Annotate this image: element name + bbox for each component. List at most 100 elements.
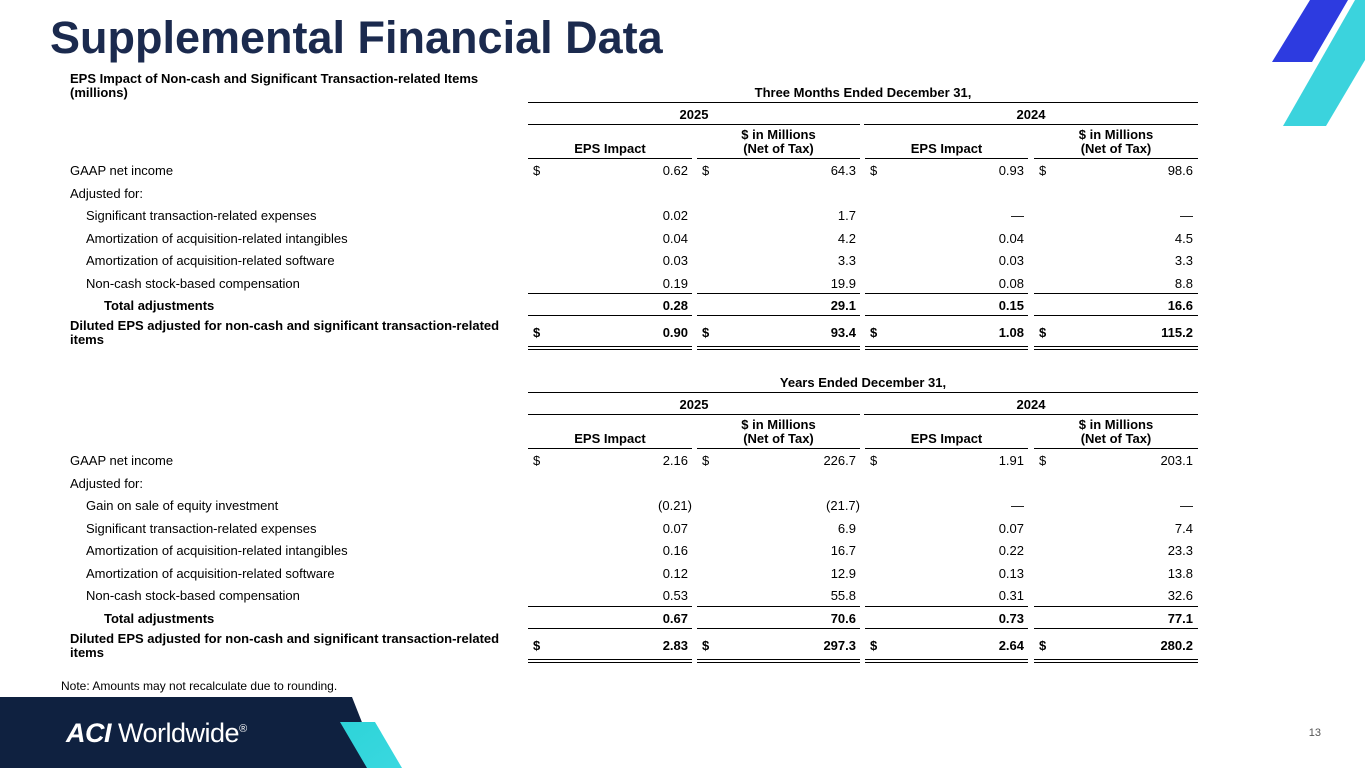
rule bbox=[865, 659, 1028, 660]
cell-value: 115.2 bbox=[1161, 325, 1193, 340]
rule bbox=[528, 124, 860, 125]
cell-value: 0.28 bbox=[662, 298, 688, 313]
cyan-stripe bbox=[1283, 0, 1365, 126]
rule bbox=[865, 606, 1028, 607]
row-label: Amortization of acquisition-related soft… bbox=[86, 253, 335, 268]
rule bbox=[528, 158, 692, 159]
rule bbox=[864, 124, 1198, 125]
logo-registered: ® bbox=[239, 723, 247, 735]
rule bbox=[1034, 315, 1198, 316]
row-label: Non-cash stock-based compensation bbox=[86, 275, 300, 291]
rule bbox=[1034, 158, 1198, 159]
cell-value: 4.2 bbox=[837, 230, 856, 246]
page-number: 13 bbox=[1308, 727, 1321, 739]
column-header: EPS Impact bbox=[574, 431, 646, 446]
cell-value: 0.67 bbox=[662, 610, 688, 626]
rule bbox=[865, 349, 1028, 350]
cell-value: 55.8 bbox=[830, 588, 856, 603]
currency: $ bbox=[1039, 163, 1047, 178]
rule bbox=[528, 448, 692, 449]
currency: $ bbox=[533, 163, 541, 178]
rule bbox=[528, 349, 692, 350]
rule bbox=[865, 662, 1028, 663]
cell-value: 0.04 bbox=[662, 230, 688, 246]
logo-name: Worldwide bbox=[118, 718, 240, 748]
rule bbox=[1034, 346, 1198, 347]
blue-stripe bbox=[1272, 0, 1348, 62]
row-label: Amortization of acquisition-related soft… bbox=[86, 565, 335, 581]
cell-value: 32.6 bbox=[1167, 588, 1193, 603]
year-header: 2024 bbox=[1016, 397, 1046, 412]
cell-value: 13.8 bbox=[1167, 565, 1193, 581]
currency: $ bbox=[702, 325, 710, 340]
footer-stripe bbox=[340, 722, 402, 768]
year-header: 2025 bbox=[679, 107, 709, 122]
rule bbox=[697, 349, 860, 350]
cell-value: (21.7) bbox=[826, 498, 860, 513]
cell-value: 8.8 bbox=[1174, 275, 1193, 291]
rule bbox=[528, 662, 692, 663]
cell-value: 12.9 bbox=[830, 565, 856, 581]
rule bbox=[1034, 448, 1198, 449]
rule bbox=[865, 346, 1028, 347]
cell-value: 70.6 bbox=[830, 610, 856, 626]
rule bbox=[697, 158, 860, 159]
row-label: Total adjustments bbox=[104, 610, 215, 626]
note: Note: Amounts may not recalculate due to… bbox=[61, 679, 338, 693]
rule bbox=[697, 448, 860, 449]
cell-value: 4.5 bbox=[1174, 230, 1193, 246]
cell-value: 0.19 bbox=[662, 275, 688, 291]
cell-value: 0.53 bbox=[662, 588, 688, 603]
cell-value: 0.62 bbox=[662, 163, 688, 178]
cell-value: — bbox=[1180, 208, 1193, 223]
cell-value: 98.6 bbox=[1167, 163, 1193, 178]
row-label: GAAP net income bbox=[70, 453, 174, 468]
cell-value: 3.3 bbox=[837, 253, 856, 268]
cell-value: 3.3 bbox=[1174, 253, 1193, 268]
cell-value: 297.3 bbox=[823, 637, 856, 653]
cell-value: 0.90 bbox=[662, 325, 688, 340]
row-label: GAAP net income bbox=[70, 163, 174, 178]
column-header: (Net of Tax) bbox=[743, 431, 814, 446]
logo: ACI Worldwide® bbox=[66, 718, 247, 749]
cell-value: 93.4 bbox=[830, 325, 856, 340]
rule bbox=[1034, 628, 1198, 629]
row-label: Significant transaction-related expenses bbox=[86, 520, 317, 536]
row-label: Total adjustments bbox=[104, 298, 215, 313]
cell-value: 0.07 bbox=[998, 520, 1024, 536]
row-label: Adjusted for: bbox=[70, 185, 143, 201]
cell-value: 0.12 bbox=[662, 565, 688, 581]
units: (millions) bbox=[70, 85, 128, 100]
cell-value: 0.08 bbox=[998, 275, 1024, 291]
row-label: Adjusted for: bbox=[70, 475, 143, 491]
row-label: Significant transaction-related expenses bbox=[86, 208, 317, 223]
currency: $ bbox=[870, 453, 878, 468]
rule bbox=[865, 448, 1028, 449]
rule bbox=[528, 606, 692, 607]
row-label: Diluted EPS adjusted for non-cash and si… bbox=[70, 631, 500, 660]
cell-value: 280.2 bbox=[1160, 637, 1193, 653]
footer-band bbox=[0, 697, 380, 768]
cell-value: — bbox=[1011, 208, 1024, 223]
cell-value: 19.9 bbox=[830, 275, 856, 291]
cell-value: 203.1 bbox=[1160, 453, 1193, 468]
cell-value: 0.04 bbox=[998, 230, 1024, 246]
title: Supplemental Financial Data bbox=[50, 12, 663, 63]
row-label: Gain on sale of equity investment bbox=[86, 498, 279, 513]
cell-value: 16.6 bbox=[1167, 298, 1193, 313]
cell-value: 6.9 bbox=[837, 520, 856, 536]
rule bbox=[697, 315, 860, 316]
cell-value: 0.07 bbox=[662, 520, 688, 536]
cell-value: 0.73 bbox=[998, 610, 1024, 626]
rule bbox=[697, 606, 860, 607]
currency: $ bbox=[702, 163, 710, 178]
currency: $ bbox=[1039, 453, 1047, 468]
currency: $ bbox=[870, 637, 878, 653]
rule bbox=[1034, 659, 1198, 660]
rule bbox=[697, 662, 860, 663]
rule bbox=[1034, 606, 1198, 607]
rule bbox=[697, 628, 860, 629]
currency: $ bbox=[533, 637, 541, 653]
